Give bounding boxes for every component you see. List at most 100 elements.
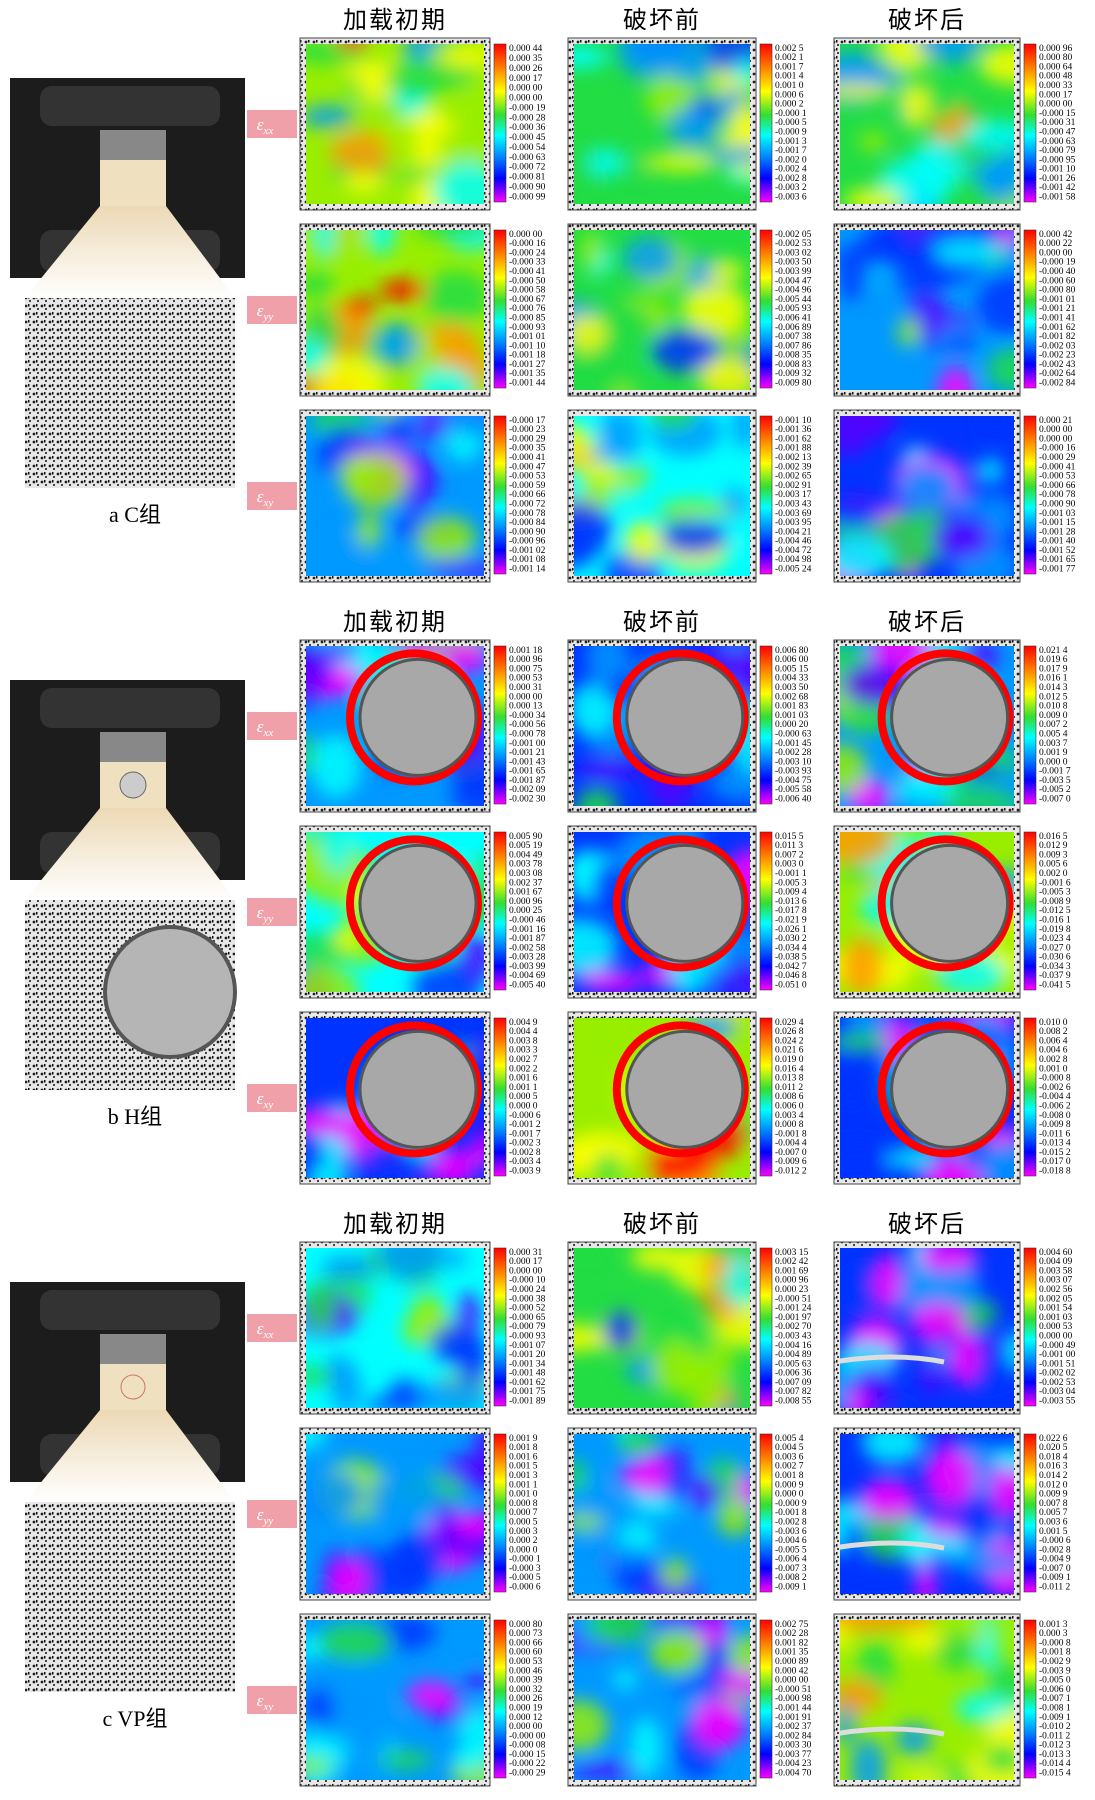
colorbar-label: -0.005 24 <box>775 565 812 575</box>
colorbar-label: -0.003 6 <box>775 193 807 203</box>
group-label: b H组 <box>108 1104 162 1129</box>
colorbar-label: 0.000 17 <box>509 74 543 84</box>
colorbar-label: -0.001 77 <box>1039 565 1076 575</box>
row-label-subscript: yy <box>262 1515 273 1527</box>
colorbar-label: -0.000 28 <box>509 113 546 123</box>
colorbar <box>760 832 772 990</box>
strain-map <box>804 393 1020 593</box>
specimen-photo <box>10 680 245 1090</box>
colorbar-label: 0.000 35 <box>509 54 543 64</box>
colorbar-label: -0.000 19 <box>509 103 546 113</box>
strain-map <box>551 1591 783 1786</box>
row-label-subscript: xx <box>262 727 273 739</box>
colorbar-label: -0.041 5 <box>1039 981 1071 991</box>
colorbar-label: -0.003 55 <box>1039 1397 1076 1407</box>
colorbar-label: -0.012 2 <box>775 1167 807 1177</box>
page: {"groups": [ {"label": "a C组", "columns"… <box>0 0 1095 1800</box>
column-header: 加载初期 <box>343 7 447 34</box>
colorbar <box>494 44 506 202</box>
strain-map <box>542 1237 788 1431</box>
colorbar-label: -0.000 99 <box>509 192 546 202</box>
colorbar <box>760 1620 772 1778</box>
colorbar-label: -0.005 40 <box>509 981 546 991</box>
colorbar <box>494 646 506 804</box>
column-header: 破坏前 <box>623 609 701 636</box>
colorbar <box>494 1248 506 1406</box>
column-header: 破坏前 <box>623 7 701 34</box>
colorbar <box>760 44 772 202</box>
row-label-subscript: xy <box>262 1099 273 1111</box>
strain-map <box>277 1614 524 1800</box>
colorbar-label: -0.018 8 <box>1039 1167 1071 1177</box>
colorbar-label: -0.008 55 <box>775 1397 812 1407</box>
colorbar-label: -0.001 89 <box>509 1397 546 1407</box>
colorbar <box>760 416 772 574</box>
row-label-subscript: xx <box>262 1329 273 1341</box>
colorbar-label: -0.001 44 <box>509 379 546 389</box>
colorbar-label: -0.009 80 <box>775 379 812 389</box>
colorbar-label: -0.000 72 <box>509 163 546 173</box>
colorbar <box>760 230 772 388</box>
strain-map <box>544 1003 775 1197</box>
colorbar-label: 0.000 00 <box>509 94 543 104</box>
strain-map <box>539 391 759 601</box>
strain-map <box>567 631 780 827</box>
column-header: 加载初期 <box>343 609 447 636</box>
colorbar-label: -0.000 54 <box>509 143 546 153</box>
figure: a C组加载初期破坏前破坏后εxx0.000 440.000 350.000 2… <box>0 0 1095 1800</box>
column-header: 破坏后 <box>888 1211 966 1238</box>
strain-map <box>291 1220 495 1418</box>
colorbar-label: -0.000 29 <box>509 1769 546 1779</box>
strain-map <box>288 989 507 1199</box>
colorbar <box>1024 1620 1036 1778</box>
colorbar <box>1024 646 1036 804</box>
colorbar-label: -0.000 6 <box>509 1583 541 1593</box>
column-header: 破坏后 <box>888 7 966 34</box>
colorbar-label: -0.015 4 <box>1039 1769 1071 1779</box>
row-label-subscript: xx <box>262 125 273 137</box>
strain-map <box>291 27 503 225</box>
colorbar <box>494 1018 506 1176</box>
row-label-subscript: xy <box>262 1701 273 1713</box>
colorbar-label: -0.003 9 <box>509 1167 541 1177</box>
colorbar <box>760 1434 772 1592</box>
colorbar <box>760 1248 772 1406</box>
colorbar <box>1024 1434 1036 1592</box>
strain-map <box>300 385 513 601</box>
colorbar-label: 0.000 44 <box>509 44 543 54</box>
colorbar-label: 0.000 00 <box>509 84 543 94</box>
strain-map <box>824 1597 1045 1799</box>
strain-map <box>287 204 501 417</box>
colorbar <box>1024 1018 1036 1176</box>
colorbar-label: -0.002 30 <box>509 795 546 805</box>
colorbar <box>1024 44 1036 202</box>
strain-map <box>274 1418 514 1619</box>
strain-map <box>814 1420 1038 1612</box>
column-header: 破坏后 <box>888 609 966 636</box>
column-header: 加载初期 <box>343 1211 447 1238</box>
strain-map <box>538 15 789 224</box>
colorbar-label: -0.004 70 <box>775 1769 812 1779</box>
colorbar-label: -0.002 84 <box>1039 379 1076 389</box>
colorbar-label: -0.006 40 <box>775 795 812 805</box>
colorbar-label: -0.009 1 <box>775 1583 807 1593</box>
group-label: a C组 <box>109 502 161 527</box>
colorbar-label: -0.011 2 <box>1039 1583 1071 1593</box>
colorbar <box>1024 832 1036 990</box>
strain-map <box>820 814 1032 998</box>
strain-map <box>561 1420 762 1612</box>
strain-map <box>823 197 1046 418</box>
colorbar-label: -0.000 45 <box>509 133 546 143</box>
colorbar-label: -0.000 81 <box>509 173 546 183</box>
colorbar <box>1024 1248 1036 1406</box>
colorbar-label: -0.000 63 <box>509 153 546 163</box>
colorbar <box>494 230 506 388</box>
strain-map <box>268 817 507 1024</box>
strain-map <box>814 1235 1031 1427</box>
colorbar <box>1024 230 1036 388</box>
row-label-subscript: xy <box>262 497 273 509</box>
strain-map <box>802 616 1022 816</box>
colorbar <box>760 646 772 804</box>
strain-map <box>281 622 514 815</box>
colorbar <box>1024 416 1036 574</box>
